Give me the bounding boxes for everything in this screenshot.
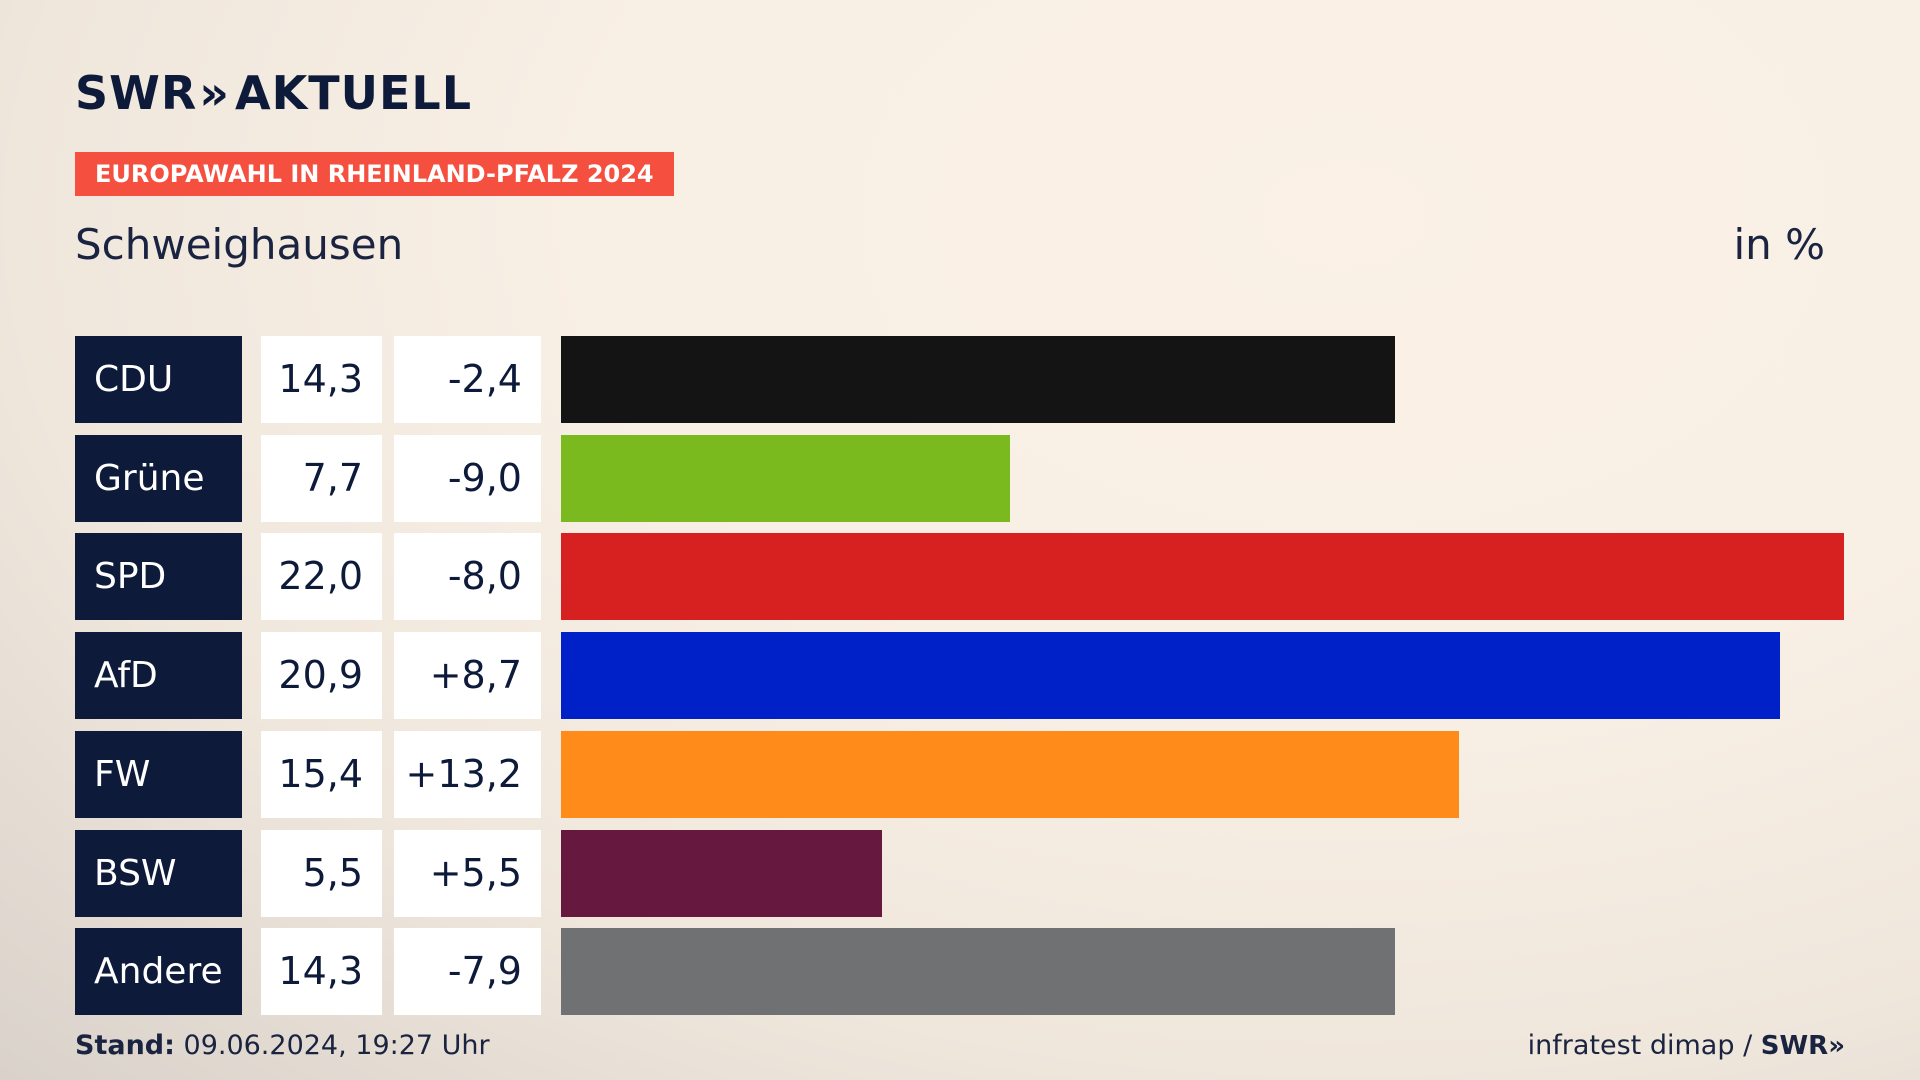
place-title: Schweighausen — [75, 220, 404, 269]
vote-change-value: -2,4 — [394, 336, 541, 423]
vote-share-bar — [561, 829, 882, 917]
vote-change-value: -8,0 — [394, 533, 541, 621]
vote-change-value: +5,5 — [394, 829, 541, 917]
result-row: CDU 14,3 -2,4 — [75, 336, 1855, 423]
result-row: AfD 20,9 +8,7 — [75, 632, 1855, 720]
result-row: Andere 14,3 -7,9 — [75, 928, 1855, 1016]
timestamp: Stand: 09.06.2024, 19:27 Uhr — [75, 1030, 490, 1061]
vote-share-value: 7,7 — [261, 434, 382, 522]
vote-share-value: 14,3 — [261, 928, 382, 1016]
vote-share-value: 14,3 — [261, 336, 382, 423]
election-tag: EUROPAWAHL IN RHEINLAND-PFALZ 2024 — [75, 152, 674, 196]
party-label: AfD — [75, 632, 242, 720]
party-label: Andere — [75, 928, 242, 1016]
vote-change-value: +8,7 — [394, 632, 541, 720]
party-label: BSW — [75, 829, 242, 917]
vote-share-bar — [561, 533, 1844, 621]
vote-change-value: -9,0 — [394, 434, 541, 522]
vote-share-value: 5,5 — [261, 829, 382, 917]
party-label: SPD — [75, 533, 242, 621]
party-label: CDU — [75, 336, 242, 423]
source-brand: SWR» — [1760, 1031, 1845, 1061]
vote-share-bar — [561, 434, 1011, 522]
vote-share-value: 22,0 — [261, 533, 382, 621]
vote-change-value: -7,9 — [394, 928, 541, 1016]
vote-share-value: 20,9 — [261, 632, 382, 720]
party-label: FW — [75, 730, 242, 818]
result-row: FW 15,4 +13,2 — [75, 730, 1855, 818]
stand-label: Stand: — [75, 1030, 175, 1061]
party-label: Grüne — [75, 434, 242, 522]
vote-share-value: 15,4 — [261, 730, 382, 818]
vote-share-bar — [561, 730, 1460, 818]
logo-title: AKTUELL — [235, 66, 473, 120]
vote-share-bar — [561, 336, 1395, 423]
source-text: infratest dimap / — [1527, 1030, 1753, 1061]
result-row: SPD 22,0 -8,0 — [75, 533, 1855, 621]
swr-aktuell-logo: SWR» AKTUELL — [75, 66, 472, 120]
result-row: BSW 5,5 +5,5 — [75, 829, 1855, 917]
vote-share-bar — [561, 928, 1395, 1016]
source-credit: infratest dimap / SWR» — [1528, 1030, 1845, 1061]
stand-value: 09.06.2024, 19:27 Uhr — [183, 1030, 490, 1061]
logo-arrows-icon: » — [199, 66, 229, 120]
result-row: Grüne 7,7 -9,0 — [75, 434, 1855, 522]
unit-label: in % — [1733, 220, 1825, 269]
vote-share-bar — [561, 632, 1780, 720]
logo-brand: SWR — [75, 66, 198, 120]
vote-change-value: +13,2 — [394, 730, 541, 818]
